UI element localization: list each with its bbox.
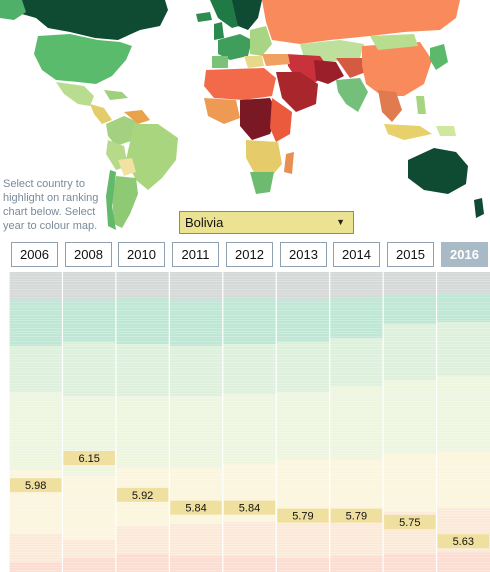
map-region-east-africa[interactable] [270,98,292,142]
highlight-score-2012[interactable]: 5.84 [223,500,276,515]
chart-column-2008 [62,272,116,572]
map-region-argentina[interactable] [112,176,138,228]
map-region-colombia[interactable] [106,116,138,146]
map-region-alaska[interactable] [0,0,26,20]
score-label: 6.15 [78,453,99,465]
chart-column-2013 [276,272,330,572]
map-region-southern-africa[interactable] [246,140,282,178]
highlight-score-2008[interactable]: 6.15 [63,451,115,465]
score-label: 5.63 [453,536,474,548]
score-label: 5.84 [185,503,206,515]
year-selector[interactable]: 2006 2008 2010 2011 2012 2013 2014 2015 2016 [11,242,490,267]
highlight-score-2015[interactable]: 5.75 [384,515,436,529]
year-button-2008[interactable]: 2008 [65,242,112,267]
highlight-score-2006[interactable]: 5.98 [10,478,62,493]
year-button-2010[interactable]: 2010 [118,242,165,267]
highlight-score-2011[interactable]: 5.84 [170,500,222,515]
map-region-eastern-europe[interactable] [250,26,272,56]
highlight-cell[interactable] [330,508,383,523]
highlight-score-2014[interactable]: 5.79 [330,508,383,523]
world-map[interactable] [0,0,490,240]
highlight-cell[interactable] [10,478,62,493]
map-region-north-africa[interactable] [204,68,276,100]
map-region-uk[interactable] [214,22,224,40]
map-region-philippines[interactable] [416,96,426,114]
chart-column-2012 [222,272,277,572]
map-region-brazil[interactable] [126,124,178,190]
year-button-2014[interactable]: 2014 [333,242,380,267]
score-label: 5.84 [239,503,260,515]
ranking-chart: 5.98 6.15 5.92 5.84 5.84 5.79 5.79 5.75 5.63 [9,272,490,572]
map-region-bolivia[interactable] [118,158,136,176]
year-button-2011[interactable]: 2011 [172,242,219,267]
highlight-cell[interactable] [63,451,115,465]
country-select-value: Bolivia [185,215,224,230]
score-label: 5.79 [346,511,367,523]
map-region-madagascar[interactable] [284,152,294,174]
score-label: 5.75 [399,517,420,529]
map-region-central-asia[interactable] [336,58,366,78]
map-region-southeast-asia[interactable] [378,90,402,122]
highlight-cell[interactable] [170,500,222,515]
map-region-india[interactable] [336,78,368,112]
map-region-china[interactable] [362,42,432,96]
map-region-russia[interactable] [262,0,460,44]
map-region-png[interactable] [436,126,456,136]
chart-column-2014 [329,272,384,572]
map-region-usa[interactable] [34,34,132,84]
highlight-cell[interactable] [437,534,489,549]
country-select[interactable]: Bolivia ▼ [179,211,354,234]
map-region-chile[interactable] [106,170,116,230]
map-region-western-europe[interactable] [218,34,252,60]
map-region-indonesia[interactable] [384,124,432,140]
map-region-mongolia[interactable] [370,34,418,50]
map-region-south-africa[interactable] [250,172,274,194]
map-region-west-africa[interactable] [204,98,240,124]
map-region-mexico[interactable] [56,82,94,106]
map-region-central-africa[interactable] [240,98,278,140]
map-instructions: Select country to highlight on ranking c… [3,178,99,232]
chart-column-2011 [169,272,223,572]
map-region-venezuela[interactable] [124,110,150,124]
highlight-score-2016[interactable]: 5.63 [437,534,489,549]
highlight-score-2010[interactable]: 5.92 [116,487,169,502]
map-region-iran[interactable] [314,60,344,84]
map-region-australia[interactable] [408,148,468,194]
chart-column-2016 [436,272,490,572]
map-region-scandinavia[interactable] [232,0,262,30]
chart-column-2006 [9,272,63,572]
score-label: 5.92 [132,490,153,502]
map-region-iceland[interactable] [196,12,212,22]
map-region-canada[interactable] [12,0,168,40]
map-region-central-america[interactable] [90,104,112,124]
year-button-2012[interactable]: 2012 [226,242,273,267]
year-button-2013[interactable]: 2013 [280,242,327,267]
map-region-new-zealand[interactable] [474,198,484,218]
map-region-turkey[interactable] [262,54,290,66]
highlight-cell[interactable] [116,487,169,502]
map-region-caribbean[interactable] [104,90,128,100]
score-label: 5.79 [292,511,313,523]
highlight-cell[interactable] [223,500,276,515]
year-button-2006[interactable]: 2006 [11,242,58,267]
score-label: 5.98 [25,480,46,492]
chart-column-2010 [115,272,170,572]
dropdown-arrow-icon: ▼ [336,217,345,227]
highlight-score-2013[interactable]: 5.79 [277,508,329,523]
year-button-2015[interactable]: 2015 [387,242,434,267]
map-region-korea-japan[interactable] [430,44,448,70]
map-region-iberia[interactable] [212,56,228,68]
highlight-cell[interactable] [277,508,329,523]
year-button-2016[interactable]: 2016 [441,242,488,267]
highlight-cell[interactable] [384,515,436,529]
map-region-arabia[interactable] [276,72,318,112]
map-region-balkans[interactable] [244,56,264,68]
